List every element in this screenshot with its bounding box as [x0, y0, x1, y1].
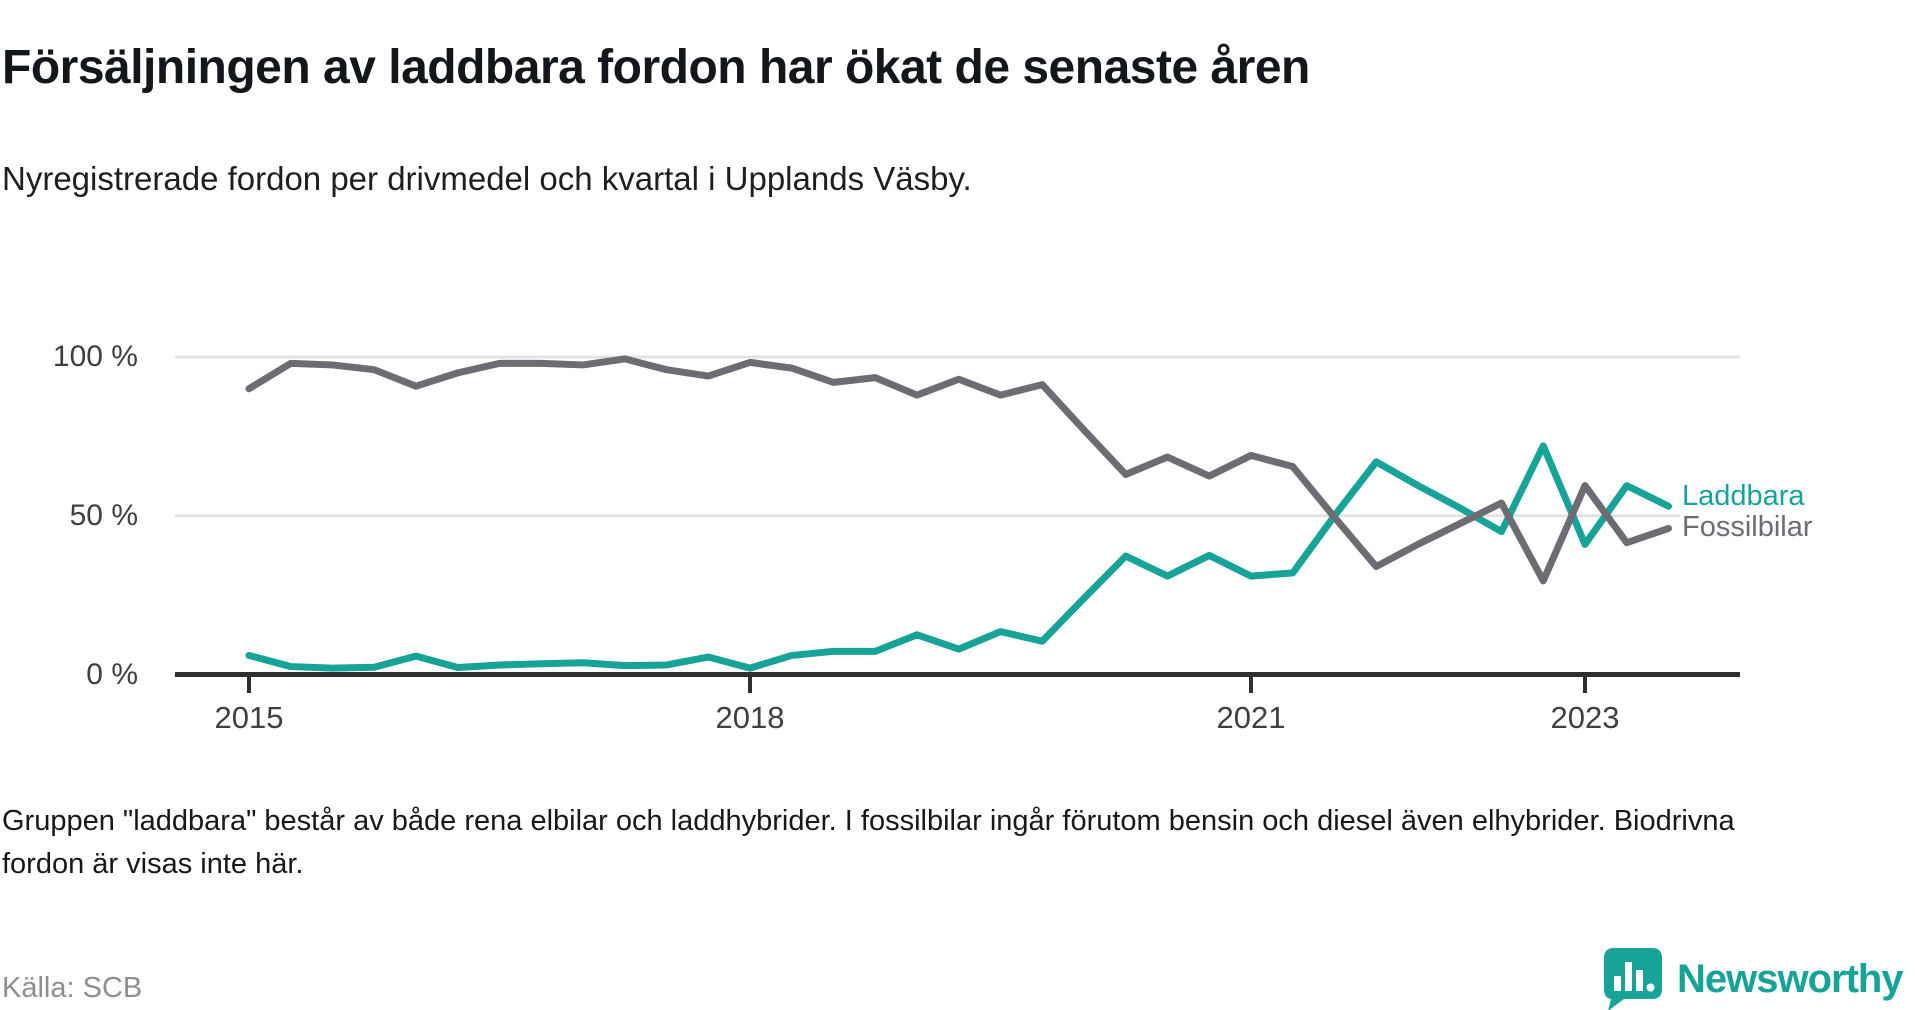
- x-tick-label-2015: 2015: [214, 700, 284, 735]
- y-tick-label-100: 100 %: [52, 340, 138, 373]
- line-laddbara: [245, 442, 1672, 672]
- source-credit: Källa: SCB: [2, 972, 143, 1004]
- gridlines: [175, 355, 1740, 518]
- chart-footnote: Gruppen "laddbara" består av både rena e…: [2, 805, 1735, 880]
- newsworthy-logo: Newsworthy: [1601, 946, 1904, 1010]
- page-title: Försäljningen av laddbara fordon har öka…: [2, 41, 1310, 95]
- newsworthy-pin-bar-chart-icon: [1604, 948, 1662, 1010]
- series-lines: [245, 355, 1672, 672]
- x-tick-label-2018: 2018: [715, 700, 785, 735]
- y-tick-label-0: 0 %: [86, 657, 138, 691]
- line-fossilbilar: [245, 355, 1672, 585]
- series-label-fossilbilar: Fossilbilar: [1682, 511, 1813, 543]
- x-tick-label-2021: 2021: [1216, 700, 1286, 735]
- y-tick-label-50: 50 %: [69, 498, 138, 532]
- series-label-laddbara: Laddbara: [1682, 480, 1805, 512]
- x-tick-label-2023: 2023: [1550, 700, 1620, 735]
- page-subtitle: Nyregistrerade fordon per drivmedel och …: [2, 160, 972, 197]
- newsworthy-wordmark: Newsworthy: [1677, 956, 1904, 1001]
- x-tick-marks: [247, 677, 1587, 693]
